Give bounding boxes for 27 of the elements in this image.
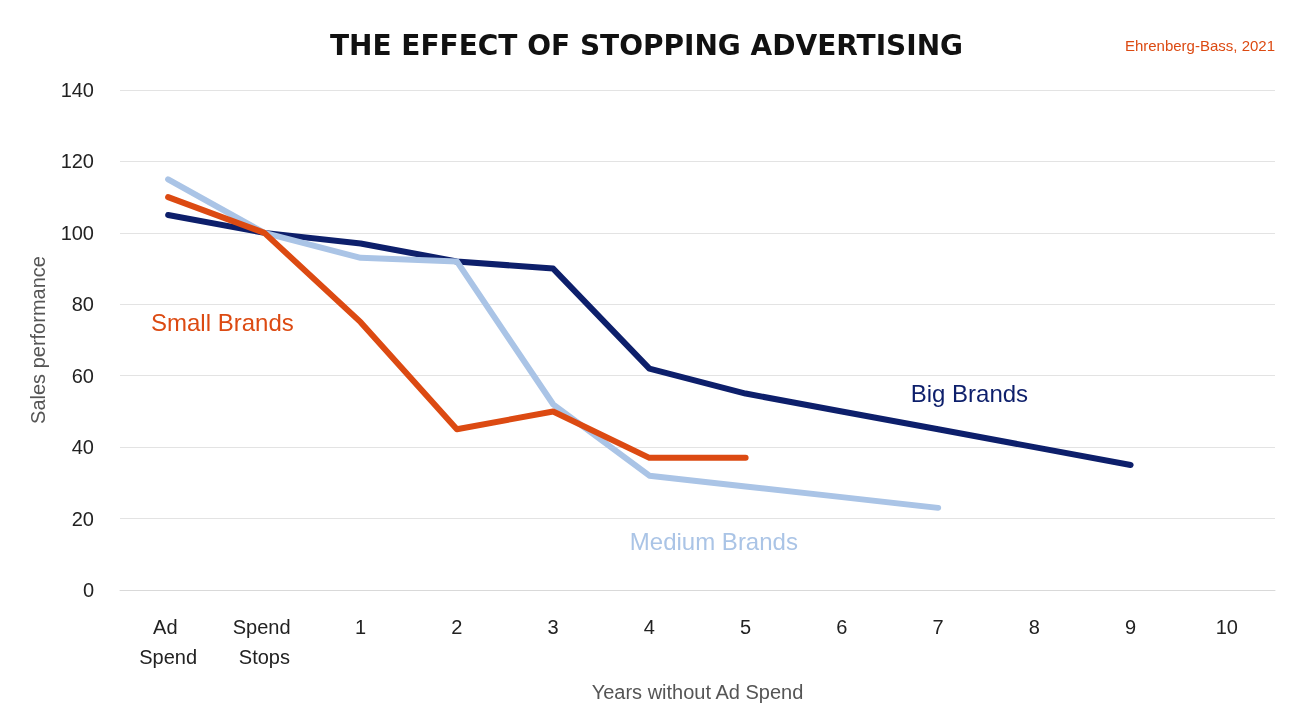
y-tick-label: 140	[60, 79, 94, 101]
x-tick-label: 9	[1125, 616, 1137, 638]
text: Ehrenberg-Bass, 2021	[1124, 37, 1276, 54]
x-axis-title: Years without Ad Spend	[591, 681, 804, 703]
x-tick-label: 10	[1215, 616, 1238, 638]
x-tick-label: 4	[643, 616, 655, 638]
y-tick-label: 0	[82, 579, 94, 601]
x-tick-label: Ad Spend	[139, 616, 198, 668]
y-tick-label: 40	[71, 436, 94, 459]
x-tick-label: 3	[547, 616, 559, 638]
series-label: Big Brands	[910, 379, 1029, 407]
x-tick-label: 2	[451, 616, 463, 638]
x-tick-label: 6	[836, 616, 848, 638]
series-label: Medium Brands	[629, 527, 798, 555]
x-tick-label: 7	[932, 616, 944, 638]
y-tick-label: 20	[71, 507, 94, 530]
y-tick-label: 60	[71, 364, 94, 387]
y-axis-title: Sales performance	[27, 256, 49, 424]
x-tick-label: 8	[1028, 616, 1040, 638]
series-label: Small Brands	[151, 309, 294, 337]
y-tick-label: 80	[71, 293, 94, 316]
y-tick-label: 120	[60, 150, 94, 173]
chart-title: THE EFFECT OF STOPPING ADVERTISING	[329, 28, 964, 62]
x-tick-label: 5	[740, 616, 752, 638]
x-tick-label: Spend Stops	[232, 616, 297, 668]
y-tick-label: 100	[60, 221, 94, 244]
x-tick-label: 1	[355, 616, 367, 638]
